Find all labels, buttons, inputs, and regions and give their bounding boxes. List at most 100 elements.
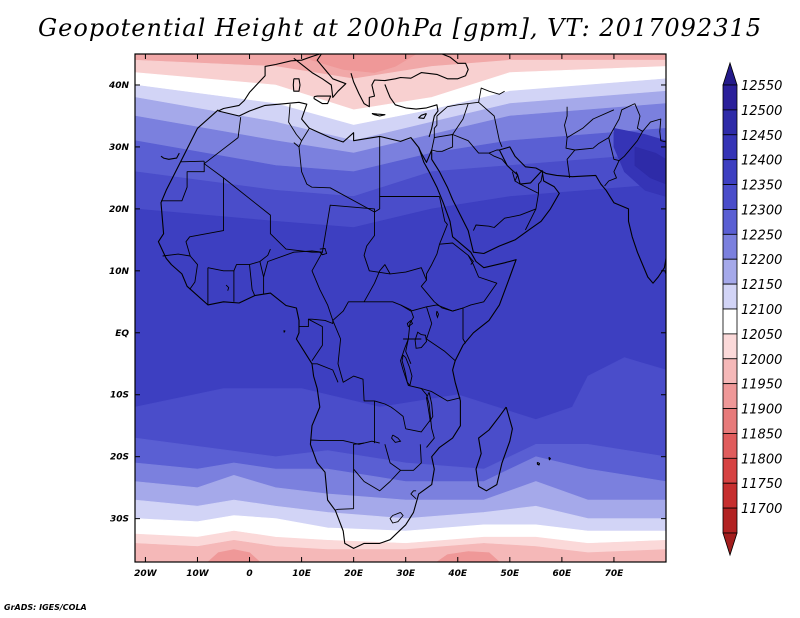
colorbar-swatch <box>722 258 738 285</box>
colorbar-swatch <box>722 358 738 385</box>
country-border <box>180 160 205 163</box>
country-border <box>400 304 414 340</box>
country-borders <box>161 87 666 524</box>
coastline <box>125 231 130 240</box>
lake-outline <box>225 284 230 291</box>
coastline <box>475 406 513 492</box>
country-border <box>472 171 539 231</box>
lon-tick-label: 60E <box>553 569 573 579</box>
country-border <box>299 251 334 328</box>
country-border <box>185 163 224 257</box>
colorbar-swatch <box>722 507 738 534</box>
height-contour-bands <box>135 54 666 562</box>
colorbar-label: 11850 <box>741 427 782 442</box>
colorbar-swatch <box>722 457 738 484</box>
colorbar-swatch <box>722 333 738 360</box>
country-border <box>189 255 198 290</box>
country-border <box>389 511 404 524</box>
colorbar: 12550 12500 12450 12400 12350 12300 12250 12200… <box>722 61 782 557</box>
map-frame <box>134 53 667 563</box>
country-border <box>468 101 503 148</box>
coastline <box>293 54 347 98</box>
map-title: Geopotential Height at 200hPa [gpm], VT:… <box>38 14 762 42</box>
country-border <box>384 444 422 471</box>
grads-credit: GrADS: IGES/COLA <box>4 603 87 612</box>
country-border <box>642 118 666 143</box>
lon-tick-label: 30E <box>396 569 416 579</box>
lon-tick-label: 50E <box>500 569 520 579</box>
lat-tick-label: 30S <box>110 515 129 525</box>
country-border <box>288 104 302 141</box>
height-band <box>135 539 666 562</box>
colorbar-label: 11900 <box>741 403 782 418</box>
country-border <box>488 152 508 166</box>
country-border <box>312 363 339 383</box>
colorbar-swatch <box>722 109 738 136</box>
lake-outline <box>435 310 439 319</box>
country-border <box>353 442 365 509</box>
lon-tick-label: 70E <box>605 569 625 579</box>
colorbar-label: 12250 <box>741 228 782 243</box>
country-border <box>335 508 354 511</box>
country-border <box>574 103 635 151</box>
country-border <box>400 338 422 371</box>
coastline <box>384 84 439 138</box>
lake-outline <box>426 392 434 423</box>
coastline <box>350 54 469 108</box>
colorbar-label: 12350 <box>741 179 782 194</box>
coastline <box>283 330 286 333</box>
country-border <box>223 177 498 312</box>
country-border <box>207 248 271 272</box>
country-border <box>363 264 391 303</box>
colorbar-swatch <box>722 482 738 509</box>
latitude-axis: 40N 30N 20N 10N EQ 10S 20S 30S <box>108 81 666 525</box>
country-border <box>249 264 256 296</box>
country-border <box>332 301 427 321</box>
lon-tick-label: 10E <box>292 569 312 579</box>
colorbar-label: 12050 <box>741 328 782 343</box>
lake-outline <box>406 320 414 328</box>
colorbar-label: 12100 <box>741 303 782 318</box>
colorbar-swatch <box>722 283 738 310</box>
country-border <box>524 208 537 231</box>
lat-tick-label: 10S <box>110 391 129 401</box>
country-border <box>405 419 435 448</box>
colorbar-swatch <box>722 159 738 185</box>
coastline <box>371 112 386 117</box>
coastline <box>157 101 517 549</box>
country-border <box>332 320 407 429</box>
lat-tick-label: 20S <box>110 453 129 463</box>
colorbar-label: 12500 <box>741 104 782 119</box>
lat-tick-label: 10N <box>109 267 130 277</box>
country-border <box>478 87 505 103</box>
lat-tick-label: EQ <box>115 329 129 339</box>
map-plot-area <box>125 54 666 562</box>
colorbar-swatch <box>722 433 738 459</box>
colorbar-swatch <box>722 134 738 161</box>
coastline <box>664 271 666 281</box>
country-border <box>452 103 469 135</box>
colorbar-swatch <box>722 84 738 111</box>
colorbar-swatch <box>722 408 738 434</box>
lon-tick-label: 20E <box>344 569 364 579</box>
colorbar-label: 12200 <box>741 253 782 268</box>
country-border <box>564 106 576 178</box>
coastline <box>548 456 551 461</box>
country-border <box>431 134 454 152</box>
country-border <box>426 304 466 344</box>
height-band <box>634 146 666 185</box>
colorbar-swatch <box>722 308 738 335</box>
colorbar-top-arrow <box>722 61 738 86</box>
lon-tick-label: 0 <box>246 569 252 579</box>
country-border <box>514 171 519 182</box>
colorbar-label: 12450 <box>741 129 782 144</box>
height-band <box>436 551 500 562</box>
colorbar-label: 11950 <box>741 378 782 393</box>
lat-tick-label: 30N <box>109 143 130 153</box>
country-border <box>410 490 417 500</box>
colorbar-label: 11750 <box>741 477 782 492</box>
lake-outline <box>319 248 328 256</box>
country-border <box>263 250 323 278</box>
country-border <box>439 242 469 256</box>
colorbar-bottom-arrow <box>722 532 738 557</box>
